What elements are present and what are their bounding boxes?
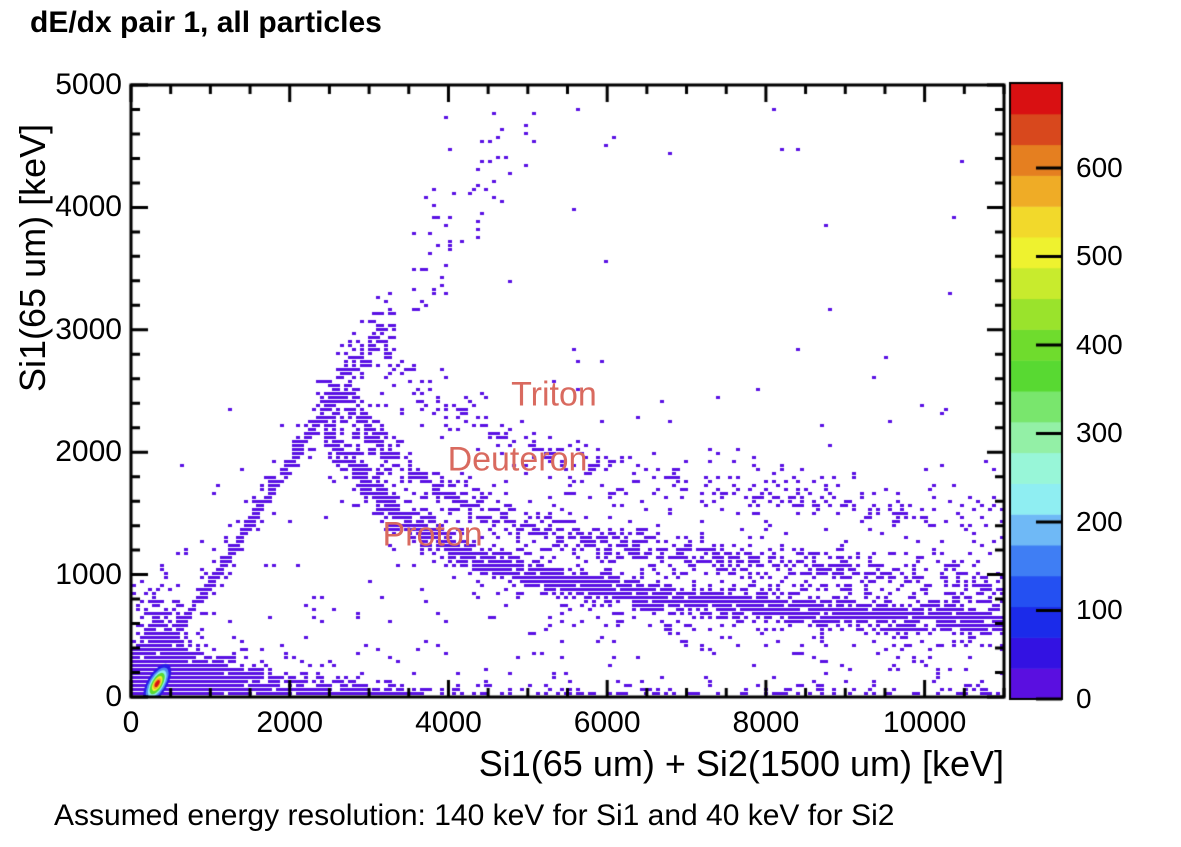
colorbar-tick-label-400: 400	[1076, 328, 1123, 360]
y-tick-label-3000: 3000	[55, 312, 122, 346]
x-axis-title: Si1(65 um) + Si2(1500 um) [keV]	[478, 743, 1004, 784]
x-tick-label-8000: 8000	[732, 706, 800, 739]
x-tick-label-0: 0	[122, 706, 140, 739]
x-tick-label-6000: 6000	[573, 706, 641, 739]
colorbar-tick-label-300: 300	[1076, 417, 1123, 449]
chart-title: dE/dx pair 1, all particles	[30, 6, 382, 39]
colorbar-tick-label-0: 0	[1076, 683, 1092, 714]
annotation-proton: Proton	[382, 515, 483, 554]
y-tick-label-4000: 4000	[55, 190, 122, 224]
annotation-deuteron: Deuteron	[447, 440, 588, 479]
y-tick-label-0: 0	[105, 680, 122, 713]
y-tick-label-2000: 2000	[55, 435, 122, 469]
x-tick-label-4000: 4000	[415, 706, 482, 739]
colorbar-tick-label-100: 100	[1076, 594, 1123, 626]
colorbar-tick-label-200: 200	[1076, 505, 1123, 537]
x-tick-label-2000: 2000	[256, 706, 324, 739]
y-tick-label-5000: 5000	[55, 68, 122, 101]
caption-energy-resolution: Assumed energy resolution: 140 keV for S…	[54, 799, 895, 832]
annotation-triton: Triton	[511, 375, 597, 414]
colorbar-tick-label-500: 500	[1076, 240, 1123, 272]
y-tick-label-1000: 1000	[55, 557, 122, 591]
y-axis-title: Si1(65 um) [keV]	[12, 123, 53, 392]
colorbar-tick-label-600: 600	[1076, 151, 1123, 183]
x-tick-label-10000: 10000	[882, 706, 967, 739]
